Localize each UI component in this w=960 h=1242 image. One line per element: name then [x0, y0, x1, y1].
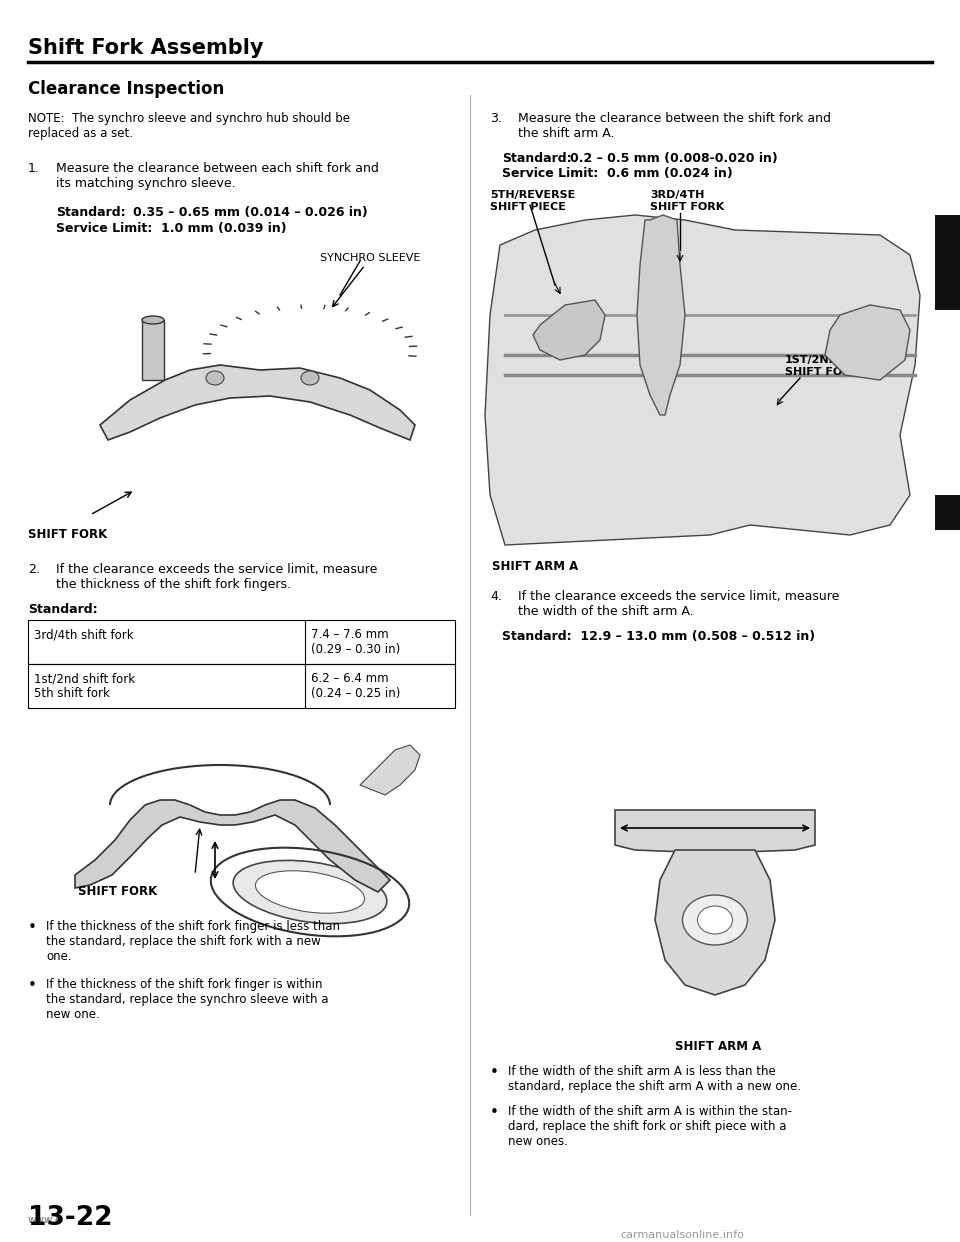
- Text: new ones.: new ones.: [508, 1135, 568, 1148]
- Text: If the thickness of the shift fork finger is within: If the thickness of the shift fork finge…: [46, 977, 323, 991]
- Text: 2.: 2.: [28, 563, 40, 576]
- Text: new one.: new one.: [46, 1009, 100, 1021]
- Polygon shape: [825, 306, 910, 380]
- Text: carmanualsonline.info: carmanualsonline.info: [620, 1230, 744, 1240]
- Ellipse shape: [301, 371, 319, 385]
- Text: 1st/2nd shift fork: 1st/2nd shift fork: [34, 672, 135, 686]
- Text: Standard:  12.9 – 13.0 mm (0.508 – 0.512 in): Standard: 12.9 – 13.0 mm (0.508 – 0.512 …: [502, 630, 815, 643]
- Text: 3rd/4th shift fork: 3rd/4th shift fork: [34, 628, 133, 641]
- Text: 3.: 3.: [490, 112, 502, 125]
- Text: Measure the clearance between the shift fork and: Measure the clearance between the shift …: [518, 112, 831, 125]
- Text: the standard, replace the synchro sleeve with a: the standard, replace the synchro sleeve…: [46, 994, 328, 1006]
- Text: If the width of the shift arm A is less than the: If the width of the shift arm A is less …: [508, 1064, 776, 1078]
- Text: its matching synchro sleeve.: its matching synchro sleeve.: [56, 178, 235, 190]
- Polygon shape: [655, 850, 775, 995]
- Bar: [935, 496, 960, 530]
- Text: the standard, replace the shift fork with a new: the standard, replace the shift fork wit…: [46, 935, 321, 948]
- Text: Clearance Inspection: Clearance Inspection: [28, 79, 225, 98]
- Text: SHIFT FORK: SHIFT FORK: [785, 366, 859, 378]
- Polygon shape: [533, 301, 605, 360]
- Text: SHIFT PIECE: SHIFT PIECE: [490, 202, 565, 212]
- Polygon shape: [75, 800, 390, 892]
- Text: •: •: [28, 977, 36, 994]
- Text: SHIFT ARM A: SHIFT ARM A: [675, 1040, 761, 1053]
- Polygon shape: [615, 810, 815, 852]
- Text: If the clearance exceeds the service limit, measure: If the clearance exceeds the service lim…: [56, 563, 377, 576]
- Ellipse shape: [683, 895, 748, 945]
- Text: replaced as a set.: replaced as a set.: [28, 127, 133, 140]
- Text: If the thickness of the shift fork finger is less than: If the thickness of the shift fork finge…: [46, 920, 340, 933]
- Ellipse shape: [233, 861, 387, 924]
- Bar: [28, 620, 455, 664]
- Text: Service Limit:  0.6 mm (0.024 in): Service Limit: 0.6 mm (0.024 in): [502, 166, 732, 180]
- Polygon shape: [637, 215, 685, 415]
- Bar: [28, 664, 455, 708]
- Text: NOTE:  The synchro sleeve and synchro hub should be: NOTE: The synchro sleeve and synchro hub…: [28, 112, 350, 125]
- Text: the thickness of the shift fork fingers.: the thickness of the shift fork fingers.: [56, 578, 291, 591]
- Text: SHIFT ARM A: SHIFT ARM A: [492, 560, 578, 573]
- Text: If the width of the shift arm A is within the stan-: If the width of the shift arm A is withi…: [508, 1105, 792, 1118]
- Text: SHIFT FORK: SHIFT FORK: [79, 886, 157, 898]
- Text: If the clearance exceeds the service limit, measure: If the clearance exceeds the service lim…: [518, 590, 839, 604]
- Polygon shape: [360, 745, 420, 795]
- Text: Standard:: Standard:: [502, 152, 571, 165]
- Text: www.e: www.e: [28, 1215, 62, 1225]
- Text: the shift arm A.: the shift arm A.: [518, 127, 614, 140]
- Text: 5th shift fork: 5th shift fork: [34, 687, 109, 700]
- Text: •: •: [490, 1064, 499, 1081]
- Polygon shape: [100, 365, 415, 440]
- Text: •: •: [28, 920, 36, 935]
- Text: (0.24 – 0.25 in): (0.24 – 0.25 in): [311, 687, 400, 700]
- Text: 1.: 1.: [28, 161, 40, 175]
- Text: SYNCHRO SLEEVE: SYNCHRO SLEEVE: [320, 253, 420, 263]
- Ellipse shape: [255, 871, 365, 913]
- Text: 3RD/4TH: 3RD/4TH: [650, 190, 705, 200]
- Ellipse shape: [206, 371, 224, 385]
- Text: standard, replace the shift arm A with a new one.: standard, replace the shift arm A with a…: [508, 1081, 801, 1093]
- Text: 1ST/2ND: 1ST/2ND: [785, 355, 839, 365]
- Text: Standard:: Standard:: [28, 604, 98, 616]
- Text: Shift Fork Assembly: Shift Fork Assembly: [28, 39, 263, 58]
- Ellipse shape: [142, 315, 164, 324]
- Text: SHIFT FORK: SHIFT FORK: [650, 202, 724, 212]
- Bar: [935, 215, 960, 310]
- Text: SHIFT FORK: SHIFT FORK: [28, 528, 108, 542]
- Text: (0.29 – 0.30 in): (0.29 – 0.30 in): [311, 643, 400, 656]
- Text: 5TH/REVERSE: 5TH/REVERSE: [490, 190, 575, 200]
- Text: the width of the shift arm A.: the width of the shift arm A.: [518, 605, 694, 619]
- Text: Measure the clearance between each shift fork and: Measure the clearance between each shift…: [56, 161, 379, 175]
- Text: 0.35 – 0.65 mm (0.014 – 0.026 in): 0.35 – 0.65 mm (0.014 – 0.026 in): [133, 206, 368, 219]
- Text: 6.2 – 6.4 mm: 6.2 – 6.4 mm: [311, 672, 389, 686]
- Text: 0.2 – 0.5 mm (0.008-0.020 in): 0.2 – 0.5 mm (0.008-0.020 in): [570, 152, 778, 165]
- Polygon shape: [485, 215, 920, 545]
- Text: 4.: 4.: [490, 590, 502, 604]
- Bar: [142, 320, 164, 380]
- Text: •: •: [490, 1105, 499, 1120]
- Text: Service Limit:  1.0 mm (0.039 in): Service Limit: 1.0 mm (0.039 in): [56, 222, 287, 235]
- Ellipse shape: [698, 905, 732, 934]
- Text: one.: one.: [46, 950, 72, 963]
- Text: dard, replace the shift fork or shift piece with a: dard, replace the shift fork or shift pi…: [508, 1120, 786, 1133]
- Text: Standard:: Standard:: [56, 206, 126, 219]
- Text: 7.4 – 7.6 mm: 7.4 – 7.6 mm: [311, 628, 389, 641]
- Text: 13-22: 13-22: [28, 1205, 112, 1231]
